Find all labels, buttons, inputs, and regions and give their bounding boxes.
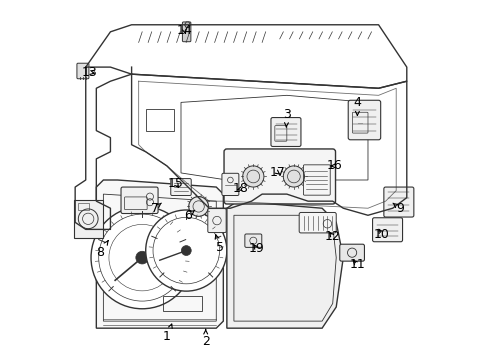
FancyBboxPatch shape (182, 22, 190, 42)
Circle shape (145, 210, 226, 291)
FancyBboxPatch shape (383, 187, 413, 217)
Circle shape (91, 207, 193, 309)
Text: 15: 15 (167, 177, 183, 190)
Text: 2: 2 (202, 329, 209, 348)
Polygon shape (96, 180, 223, 328)
FancyBboxPatch shape (347, 100, 380, 140)
Text: 17: 17 (269, 166, 285, 179)
Text: 4: 4 (353, 96, 361, 115)
Text: 7: 7 (150, 202, 161, 215)
Circle shape (136, 251, 148, 264)
Text: 5: 5 (215, 235, 224, 253)
Text: 11: 11 (349, 258, 365, 271)
FancyBboxPatch shape (77, 63, 89, 79)
FancyBboxPatch shape (372, 218, 402, 242)
Text: 6: 6 (184, 209, 194, 222)
Text: 19: 19 (248, 242, 264, 255)
Polygon shape (184, 22, 190, 28)
Text: 8: 8 (96, 240, 108, 259)
Text: ---: --- (357, 121, 363, 126)
FancyBboxPatch shape (222, 173, 238, 195)
Text: 9: 9 (392, 202, 403, 215)
Circle shape (242, 166, 264, 187)
Circle shape (188, 197, 208, 216)
Text: 16: 16 (326, 159, 342, 172)
FancyBboxPatch shape (170, 179, 191, 195)
Text: 12: 12 (324, 230, 340, 243)
Circle shape (283, 166, 304, 187)
FancyBboxPatch shape (224, 149, 335, 204)
FancyBboxPatch shape (270, 118, 300, 147)
Text: 1: 1 (163, 324, 172, 343)
Text: 14: 14 (176, 23, 192, 37)
Text: 13: 13 (82, 66, 98, 79)
FancyBboxPatch shape (207, 208, 225, 233)
Text: 10: 10 (373, 228, 389, 241)
Text: 18: 18 (233, 182, 248, 195)
FancyBboxPatch shape (74, 200, 102, 238)
FancyBboxPatch shape (299, 212, 336, 233)
Text: 3: 3 (283, 108, 290, 127)
FancyBboxPatch shape (339, 244, 364, 261)
Polygon shape (226, 201, 343, 328)
Circle shape (181, 246, 191, 256)
FancyBboxPatch shape (121, 187, 158, 213)
FancyBboxPatch shape (244, 234, 261, 247)
